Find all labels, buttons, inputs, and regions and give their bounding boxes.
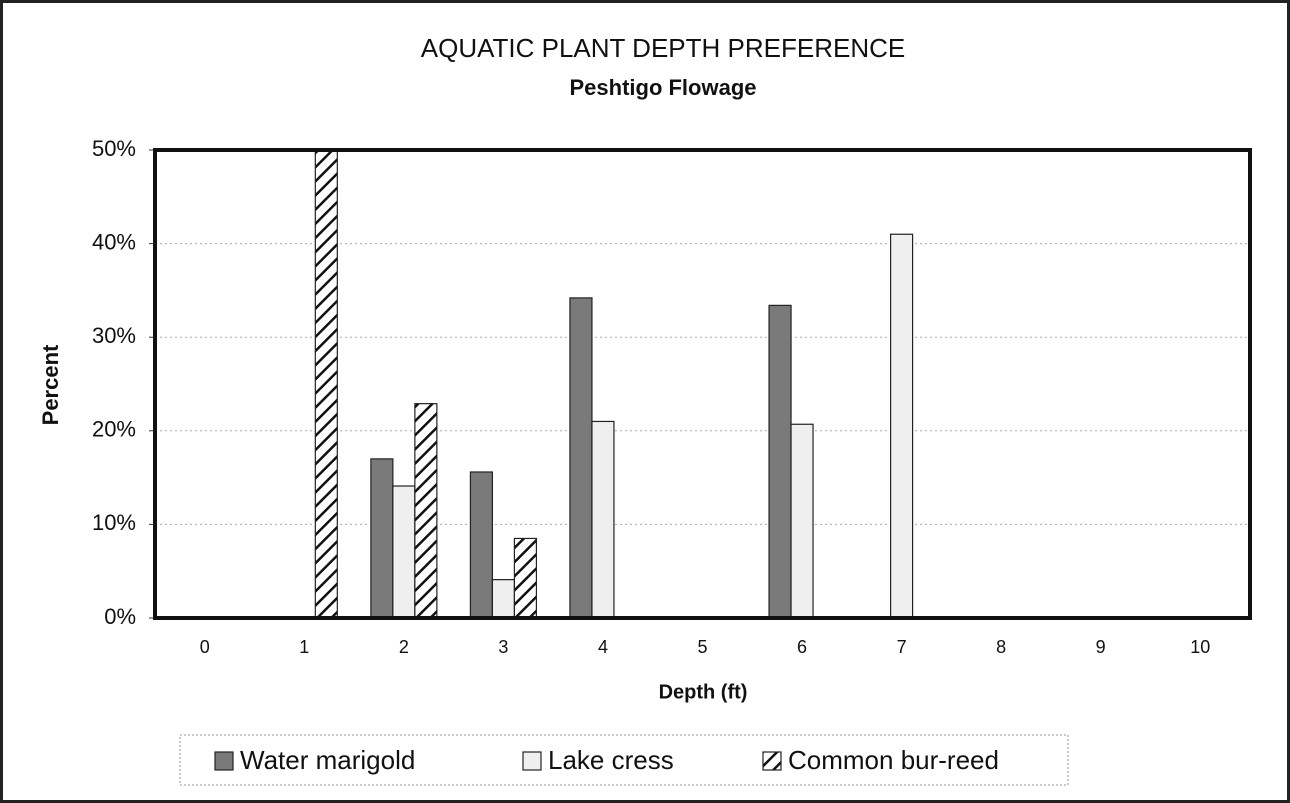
y-tick-label: 10% xyxy=(92,510,136,535)
legend-label: Common bur-reed xyxy=(788,745,999,775)
y-tick-label: 50% xyxy=(92,136,136,161)
plot-border xyxy=(153,148,1252,620)
bar xyxy=(790,423,814,619)
chart-subtitle: Peshtigo Flowage xyxy=(569,75,756,100)
x-tick-label: 7 xyxy=(897,637,907,657)
x-tick-label: 8 xyxy=(996,637,1006,657)
bar xyxy=(591,420,615,619)
x-axis-label: Depth (ft) xyxy=(659,681,748,703)
x-tick-label: 9 xyxy=(1096,637,1106,657)
legend xyxy=(179,734,1069,786)
x-tick-label: 2 xyxy=(399,637,409,657)
bar xyxy=(370,458,394,619)
y-tick-label: 30% xyxy=(92,323,136,348)
bar xyxy=(414,403,438,619)
legend-swatch xyxy=(214,751,234,771)
bar xyxy=(314,149,338,619)
bar xyxy=(513,537,538,619)
x-tick-label: 6 xyxy=(797,637,807,657)
legend-swatch xyxy=(762,751,782,771)
legend-label: Lake cress xyxy=(548,745,674,775)
x-tick-label: 0 xyxy=(200,637,210,657)
bar xyxy=(469,471,494,619)
x-tick-label: 1 xyxy=(299,637,309,657)
x-tick-label: 4 xyxy=(598,637,608,657)
y-tick-label: 40% xyxy=(92,229,136,254)
bar xyxy=(491,579,516,619)
x-tick-label: 3 xyxy=(498,637,508,657)
bar xyxy=(569,297,593,619)
bar xyxy=(768,304,792,619)
y-tick-label: 0% xyxy=(104,604,136,629)
bar xyxy=(889,233,914,619)
x-tick-label: 10 xyxy=(1190,637,1210,657)
y-tick-label: 20% xyxy=(92,417,136,442)
legend-swatch xyxy=(522,751,542,771)
chart-title: AQUATIC PLANT DEPTH PREFERENCE xyxy=(421,33,905,63)
legend-label: Water marigold xyxy=(240,745,415,775)
x-tick-label: 5 xyxy=(697,637,707,657)
bar xyxy=(392,485,416,619)
y-axis-label: Percent xyxy=(38,344,63,425)
